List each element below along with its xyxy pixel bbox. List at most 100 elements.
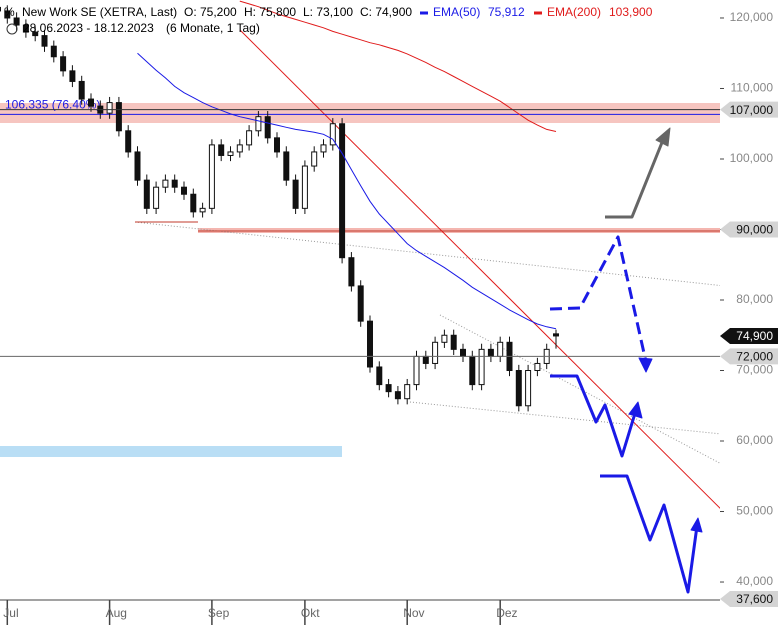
arrow-head [690, 517, 703, 533]
trend-line [134, 221, 720, 286]
ema-line [239, 0, 557, 132]
plot: 106,335 (76.40%) [0, 0, 720, 412]
candle-body [553, 333, 559, 337]
candle-body [162, 179, 169, 188]
legend-label: EMA(200) [547, 5, 601, 19]
candle-body [106, 102, 113, 114]
candle-body [88, 98, 94, 107]
downtrend-line [239, 29, 720, 509]
price-marker [720, 101, 778, 118]
candle-body [246, 130, 253, 146]
legend-value: 75,912 [488, 5, 525, 19]
period: (6 Monate, 1 Tag) [166, 21, 260, 35]
candle-body [208, 144, 215, 209]
price-marker-label: 72,000 [736, 350, 773, 364]
ohlc-label: C: 74,900 [360, 5, 412, 19]
x-tick-label: Aug [106, 606, 127, 620]
arrow-head [655, 127, 671, 147]
candle-body [497, 341, 504, 357]
arrow-head [628, 401, 643, 419]
x-tick-label: Nov [403, 606, 424, 620]
y-tick-label: 110,000 [731, 81, 774, 95]
price-marker-label: 90,000 [736, 223, 773, 237]
date-range: 28.06.2023 - 18.12.2023 [23, 21, 154, 35]
candle-body [218, 144, 225, 156]
candle-body [413, 355, 420, 386]
candle-body [394, 391, 401, 400]
candle-body [227, 151, 234, 156]
candle-body [311, 151, 318, 167]
candle-body [339, 123, 346, 259]
candle-body [274, 137, 280, 153]
candle-body [255, 116, 262, 132]
trend-line [409, 401, 720, 435]
candle-body [441, 334, 448, 343]
candle-body [432, 341, 439, 364]
candle-body [292, 179, 299, 209]
candle-body [357, 285, 364, 322]
candle-body [60, 56, 67, 72]
candle-body [50, 45, 57, 58]
zones [0, 29, 720, 509]
y-tick-label: 40,000 [736, 574, 773, 588]
price-marker-label: 74,900 [736, 329, 773, 343]
candle-body [134, 151, 141, 181]
price-marker [720, 327, 778, 344]
resistance-zone [0, 103, 720, 123]
candle-body [385, 384, 392, 393]
scenarios [549, 127, 703, 594]
candle-body [199, 207, 206, 213]
scenario-arrow [600, 474, 699, 594]
price-marker-label: 37,600 [736, 592, 773, 606]
legend-label: EMA(50) [433, 5, 480, 19]
candle-body [376, 366, 383, 386]
ohlc-label: L: 73,100 [303, 5, 353, 19]
candle-body [125, 130, 132, 153]
scenario-arrow [550, 374, 638, 458]
candle-body [487, 348, 494, 357]
legend-value: 103,900 [609, 5, 653, 19]
ema-line [137, 52, 557, 330]
x-tick-label: Jul [3, 606, 18, 620]
chart-title: New Work SE (XETRA, Last) [22, 5, 177, 19]
candle-body [32, 31, 39, 37]
candle-body [13, 17, 20, 26]
price-marker [720, 221, 778, 238]
candle-body [0, 6, 1, 12]
candle-body [301, 165, 308, 209]
trend-line [439, 314, 720, 464]
y-tick-label: 50,000 [736, 504, 773, 518]
y-tick-label: 80,000 [736, 292, 773, 306]
candle-body [236, 144, 243, 153]
ohlc-label: O: 75,200 [184, 5, 237, 19]
candle-body [153, 186, 160, 209]
candle-body [515, 370, 522, 407]
candle-body [143, 179, 150, 209]
candle-body [329, 123, 336, 146]
candle-body [69, 70, 76, 82]
candle-body [320, 144, 327, 153]
candle-body [41, 35, 48, 47]
candle-body [525, 370, 532, 407]
candle-body [460, 348, 466, 357]
candle-body [404, 384, 411, 400]
price-marker [720, 590, 778, 607]
candle-body [115, 102, 122, 132]
candle-body [348, 257, 355, 287]
candle-body [534, 362, 541, 372]
candle-body [190, 193, 197, 213]
candle-body [264, 116, 271, 139]
candle-body [422, 355, 429, 364]
y-tick-label: 70,000 [736, 363, 773, 377]
fib-label: 106,335 (76.40%) [5, 97, 100, 111]
x-tick-label: Dez [496, 606, 517, 620]
candle-body [4, 10, 11, 19]
candle-body [367, 320, 373, 368]
scenario-arrow [605, 134, 667, 219]
arrow-head [638, 357, 653, 373]
support-zone [0, 446, 342, 457]
candle-body [22, 24, 29, 33]
clock-icon [6, 23, 18, 35]
